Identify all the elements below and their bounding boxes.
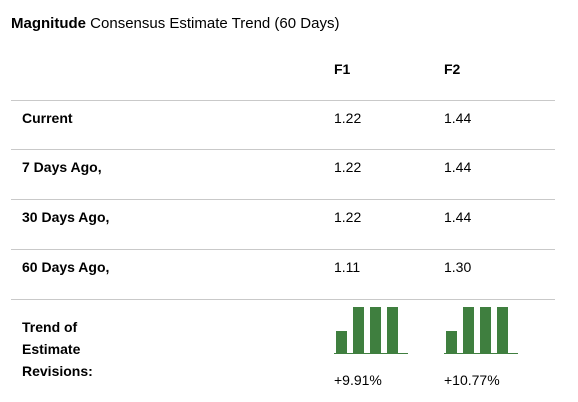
row-divider [11, 100, 555, 101]
sparkline-f2-bar-2 [463, 307, 474, 353]
trend-change-f2: +10.77% [444, 372, 500, 388]
trend-sparkline-f2 [444, 307, 518, 354]
cell-30-days-f2: 1.44 [444, 209, 472, 225]
column-header-f2: F2 [444, 61, 461, 77]
trend-label-line: Revisions: [22, 363, 93, 379]
cell-7-days-f2: 1.44 [444, 159, 472, 175]
sparkline-f1-bar-2 [353, 307, 364, 353]
cell-7-days-f1: 1.22 [334, 159, 362, 175]
sparkline-f2-bar-3 [480, 307, 491, 353]
cell-60-days-f1: 1.11 [334, 259, 361, 275]
cell-60-days-f2: 1.30 [444, 259, 472, 275]
trend-label: Trend of Estimate Revisions: [22, 316, 93, 382]
trend-sparkline-f1 [334, 307, 408, 354]
sparkline-f1-bar-3 [370, 307, 381, 353]
sparkline-f2-bar-1 [446, 331, 457, 353]
row-label-current: Current [22, 110, 73, 126]
trend-label-line: Estimate [22, 341, 81, 357]
trend-change-f1: +9.91% [334, 372, 382, 388]
cell-current-f1: 1.22 [334, 110, 362, 126]
cell-current-f2: 1.44 [444, 110, 472, 126]
row-divider [11, 299, 555, 300]
title-brand: Magnitude [11, 15, 86, 32]
row-label-7-days-ago: 7 Days Ago, [22, 159, 102, 175]
row-label-60-days-ago: 60 Days Ago, [22, 259, 110, 275]
sparkline-f1-bar-4 [387, 307, 398, 353]
page-title: Magnitude Consensus Estimate Trend (60 D… [11, 15, 339, 32]
trend-label-line: Trend of [22, 319, 78, 335]
title-text: Consensus Estimate Trend (60 Days) [90, 15, 340, 32]
column-header-f1: F1 [334, 61, 351, 77]
row-label-30-days-ago: 30 Days Ago, [22, 209, 110, 225]
row-divider [11, 149, 555, 150]
row-divider [11, 249, 555, 250]
row-divider [11, 199, 555, 200]
sparkline-f1-bar-1 [336, 331, 347, 353]
cell-30-days-f1: 1.22 [334, 209, 362, 225]
sparkline-f2-bar-4 [497, 307, 508, 353]
